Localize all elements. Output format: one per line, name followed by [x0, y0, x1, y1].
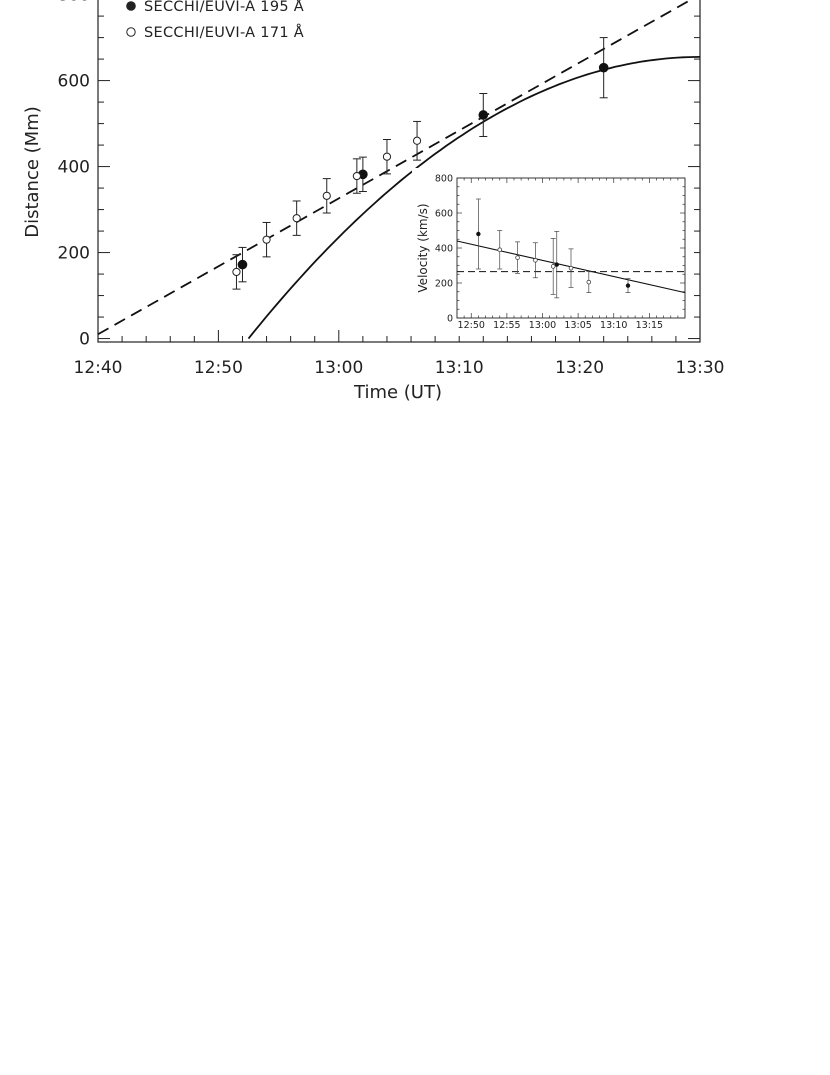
main-fit-curves — [97, 0, 701, 340]
point-171 — [412, 136, 422, 145]
legend: SECCHI/EUVI-A 195 Å SECCHI/EUVI-A 171 Å — [126, 0, 304, 41]
point-171 — [292, 214, 301, 223]
inset-data-points — [475, 198, 631, 299]
inset-point-171 — [550, 264, 556, 269]
legend-marker-171 — [126, 27, 136, 37]
point-195 — [598, 62, 609, 73]
main-axis-ticks — [97, 15, 701, 342]
inset-point-195 — [476, 231, 481, 237]
y-tick-label: 600 — [58, 72, 90, 92]
inset-y-tick-label: 200 — [435, 279, 453, 290]
inset-y-tick-label: 0 — [447, 314, 453, 325]
x-tick-label: 13:00 — [314, 358, 363, 378]
inset-point-195 — [554, 262, 559, 267]
y-axis-title: Distance (Mm) — [22, 106, 43, 238]
inset-point-195 — [625, 283, 631, 288]
y-tick-label: 200 — [58, 244, 90, 264]
inset-x-tick-label: 13:05 — [564, 320, 591, 331]
point-171 — [262, 235, 271, 244]
point-171 — [352, 171, 361, 181]
inset-velocity-plot: 12:50 12:55 13:00 13:05 13:10 13:15 0 200 400 600… — [412, 168, 694, 336]
legend-label-195: SECCHI/EUVI-A 195 Å — [144, 0, 304, 15]
x-tick-label: 13:20 — [555, 358, 604, 378]
inset-x-tick-label: 12:55 — [493, 320, 520, 331]
legend-label-171: SECCHI/EUVI-A 171 Å — [144, 24, 304, 41]
x-tick-label: 12:50 — [194, 358, 243, 378]
x-tick-label: 13:30 — [676, 358, 725, 378]
inset-x-tick-label: 12:50 — [458, 320, 485, 331]
inset-y-tick-label: 400 — [435, 244, 453, 255]
linear-fit-line — [97, 0, 693, 336]
legend-marker-195 — [126, 1, 136, 11]
x-tick-label: 12:40 — [74, 358, 123, 378]
inset-y-tick-label: 600 — [435, 209, 453, 220]
point-171 — [232, 267, 241, 277]
y-tick-label: 0 — [79, 330, 90, 350]
x-tick-label: 13:10 — [435, 358, 484, 378]
inset-axis-tick-labels: 12:50 12:55 13:00 13:05 13:10 13:15 0 200 400 600… — [435, 174, 663, 332]
inset-point-171 — [568, 265, 574, 271]
inset-point-171 — [533, 258, 538, 263]
inset-y-axis-title: Velocity (km/s) — [416, 203, 430, 292]
point-171 — [322, 191, 331, 200]
inset-x-tick-label: 13:00 — [529, 320, 556, 331]
main-data-points — [232, 37, 609, 290]
point-195 — [478, 110, 489, 120]
point-171 — [382, 152, 392, 161]
inset-point-171 — [586, 279, 592, 285]
y-tick-label: 400 — [58, 158, 90, 178]
point-195 — [237, 259, 248, 270]
main-plot: 12:40 12:50 13:00 13:10 13:20 13:30 0 200 400 600… — [22, 0, 725, 403]
inset-point-171 — [497, 247, 503, 253]
x-axis-title: Time (UT) — [353, 382, 442, 403]
quadratic-fit-curve — [247, 56, 701, 340]
inset-x-tick-label: 13:10 — [600, 320, 627, 331]
inset-axis-ticks — [456, 177, 686, 319]
inset-point-171 — [515, 255, 520, 260]
y-tick-label: 800 — [58, 0, 90, 6]
inset-x-tick-label: 13:15 — [636, 320, 663, 331]
inset-y-tick-label: 800 — [435, 174, 453, 185]
main-axis-tick-labels: 12:40 12:50 13:00 13:10 13:20 13:30 0 200 400 600… — [58, 0, 725, 378]
main-plot-frame — [97, 0, 701, 343]
